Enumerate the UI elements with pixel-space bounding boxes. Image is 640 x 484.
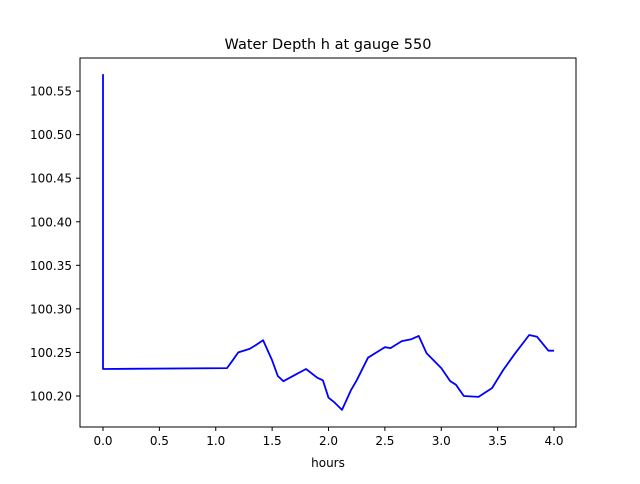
plot-frame — [79, 57, 577, 428]
x-tick-label: 0.5 — [150, 434, 169, 448]
y-tick-label: 100.35 — [30, 259, 72, 273]
y-tick-label: 100.25 — [30, 346, 72, 360]
y-tick-label: 100.20 — [30, 389, 72, 403]
y-tick-label: 100.45 — [30, 172, 72, 186]
x-tick-label: 2.0 — [319, 434, 338, 448]
chart-title: Water Depth h at gauge 550 — [225, 37, 432, 53]
y-tick-label: 100.30 — [30, 302, 72, 316]
plot-area — [80, 58, 576, 427]
y-tick-label: 100.50 — [30, 128, 72, 142]
x-axis: 0.0 0.5 1.0 1.5 2.0 2.5 3.0 3.5 4.0 — [93, 427, 564, 448]
x-tick-label: 1.5 — [263, 434, 282, 448]
y-tick-label: 100.40 — [30, 215, 72, 229]
y-axis: 100.20 100.25 100.30 100.35 100.40 100.45 100.… — [30, 85, 80, 403]
x-tick-label: 3.0 — [432, 434, 451, 448]
x-tick-label: 4.0 — [544, 434, 563, 448]
x-axis-label: hours — [311, 456, 345, 470]
series-line-h — [102, 74, 554, 411]
x-tick-label: 2.5 — [375, 434, 394, 448]
x-tick-label: 1.0 — [206, 434, 225, 448]
y-tick-label: 100.55 — [30, 85, 72, 99]
x-tick-label: 0.0 — [93, 434, 112, 448]
x-tick-label: 3.5 — [488, 434, 507, 448]
